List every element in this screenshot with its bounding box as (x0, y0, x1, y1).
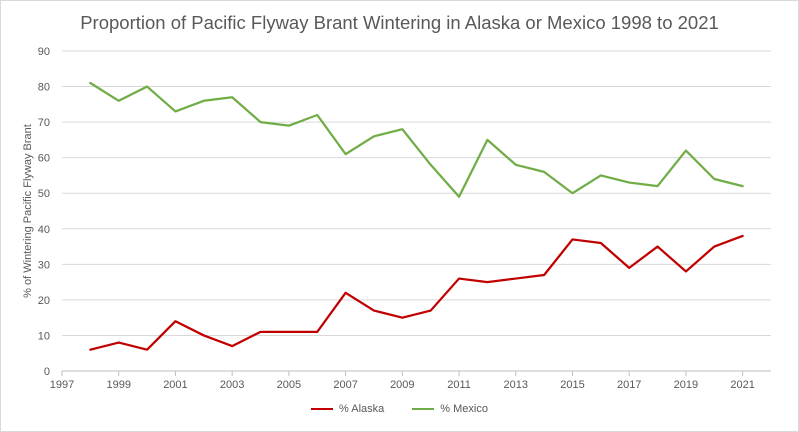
y-tick-label: 50 (38, 188, 50, 200)
legend-item: % Mexico (412, 403, 488, 415)
y-tick-label: 0 (44, 366, 50, 378)
series-line-0 (89, 234, 744, 351)
legend-label: % Alaska (339, 403, 385, 415)
x-tick-label: 2019 (674, 379, 698, 391)
y-tick-label: 60 (38, 153, 50, 165)
x-tick-label: 2021 (730, 379, 754, 391)
tick-labels: 0 10 20 30 40 50 60 70 80 90 1997 1999 2001 2003 2005 2… (38, 46, 755, 391)
x-tick-label: 2003 (220, 379, 244, 391)
y-tick-label: 20 (38, 295, 50, 307)
axes (61, 370, 771, 376)
x-tick-label: 2007 (333, 379, 357, 391)
legend-swatch (412, 408, 435, 410)
chart-title: Proportion of Pacific Flyway Brant Winte… (80, 12, 719, 33)
y-tick-label: 40 (38, 224, 50, 236)
x-tick-label: 2001 (163, 379, 187, 391)
x-tick-label: 2005 (277, 379, 301, 391)
x-tick-label: 2009 (390, 379, 414, 391)
legend: % Alaska % Mexico (1, 403, 798, 415)
series-lines (89, 81, 744, 351)
y-tick-label: 90 (38, 46, 50, 58)
series-line-1 (89, 81, 744, 198)
line-chart: 0 10 20 30 40 50 60 70 80 90 1997 1999 2001 2003 2005 2… (22, 46, 771, 391)
y-tick-label: 70 (38, 117, 50, 129)
x-tick-label: 2015 (560, 379, 584, 391)
y-tick-label: 30 (38, 259, 50, 271)
y-tick-label: 10 (38, 330, 50, 342)
legend-swatch (311, 408, 334, 410)
y-axis-label: % of Wintering Pacific Flyway Brant (22, 124, 34, 298)
x-tick-label: 2011 (447, 379, 471, 391)
y-tick-label: 80 (38, 82, 50, 94)
x-tick-label: 2013 (504, 379, 528, 391)
x-tick-label: 2017 (617, 379, 641, 391)
x-tick-label: 1997 (50, 379, 74, 391)
legend-label: % Mexico (440, 403, 488, 415)
x-tick-label: 1999 (106, 379, 130, 391)
gridlines (62, 50, 771, 336)
legend-item: % Alaska (311, 403, 384, 415)
